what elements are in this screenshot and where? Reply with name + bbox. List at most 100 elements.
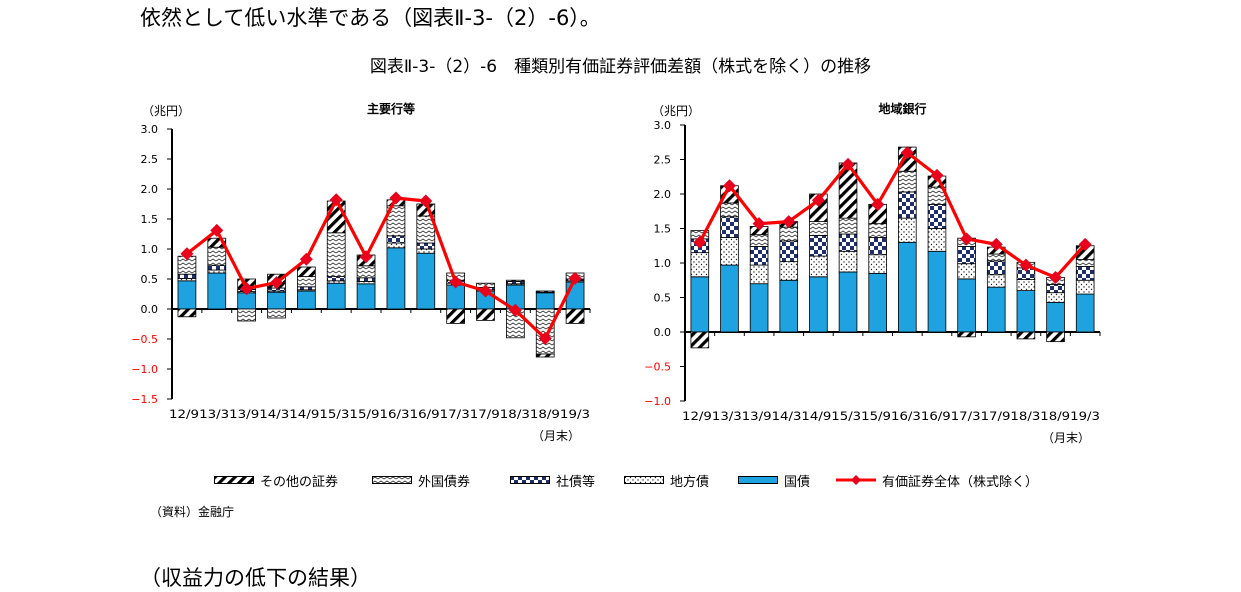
y-tick-label: 2.0 [141, 183, 159, 196]
figure-title: 図表Ⅱ-3-（2）-6 種類別有価証券評価差額（株式を除く）の推移 [369, 57, 872, 77]
bar-segment-local [690, 252, 710, 278]
bar-segment-jgb [177, 280, 197, 310]
line-total-marker [900, 146, 914, 160]
bar-segment-other [505, 279, 525, 282]
lead-text: 依然として低い水準である（図表Ⅱ-3-（2）-6）。 [140, 6, 601, 30]
legend-label-other: その他の証券 [260, 474, 339, 490]
bar-segment-corp [1075, 266, 1095, 281]
line-total-marker [538, 331, 552, 345]
bar-segment-corp [898, 191, 917, 219]
bar-segment-other [207, 237, 227, 248]
bar-segment-foreign [1075, 259, 1095, 267]
bar-segment-jgb [207, 272, 227, 310]
bar-segment-local [986, 274, 1006, 288]
bar-segment-corp [416, 242, 436, 250]
bar-segment-other [177, 308, 197, 318]
bar-segment-corp [838, 233, 858, 252]
y-axis-unit: （兆円） [652, 104, 700, 118]
bar-segment-foreign [749, 234, 769, 247]
legend-label-local: 地方債 [670, 474, 710, 490]
legend-swatch-local [624, 476, 664, 484]
legend-item-other: その他の証券 [214, 470, 338, 490]
legend-label-corp: 社債等 [556, 474, 596, 490]
bar-segment-foreign [986, 253, 1006, 262]
bar-segment-other [1046, 331, 1065, 343]
bar-segment-jgb [720, 264, 739, 333]
y-tick-label: −1.0 [131, 363, 158, 376]
line-total-marker [329, 193, 343, 207]
line-total-marker [841, 157, 855, 171]
bar-segment-local [868, 254, 887, 274]
bar-segment-foreign [267, 308, 286, 319]
line-total-marker [359, 250, 373, 264]
line-total-marker [722, 179, 736, 193]
line-total-marker [479, 284, 492, 298]
line-total-marker [419, 194, 433, 208]
line-total-marker [210, 223, 224, 237]
legend-item-local: 地方債 [624, 470, 709, 490]
chart-title: 主要行等 [367, 101, 415, 116]
legend-swatch-jgb [738, 476, 778, 484]
line-total-marker [1078, 237, 1092, 251]
bar-segment-corp [177, 273, 197, 279]
legend-item-total: 有価証券全体（株式除く） [836, 470, 1038, 490]
y-tick-label: 3.0 [141, 123, 159, 136]
y-axis-unit: （兆円） [142, 104, 190, 118]
bar-segment-jgb [535, 292, 555, 310]
bar-segment-other [446, 308, 465, 324]
bar-segment-corp [809, 234, 828, 257]
bar-segment-jgb [986, 286, 1006, 333]
line-total-marker [180, 247, 194, 261]
bar-segment-corp [779, 240, 799, 263]
bar-segment-local [416, 248, 436, 254]
line-total-marker [989, 237, 1003, 251]
bar-segment-jgb [326, 282, 346, 310]
bar-segment-other [1016, 331, 1036, 340]
bar-segment-jgb [237, 292, 257, 310]
y-tick-label: 0.0 [654, 326, 672, 339]
bar-segment-corp [1046, 283, 1065, 294]
y-tick-label: −0.5 [644, 361, 671, 374]
bar-segment-corp [356, 277, 376, 282]
bar-segment-local [838, 250, 858, 273]
bar-segment-foreign [720, 202, 739, 218]
bar-segment-corp [868, 237, 887, 256]
line-total-marker [693, 235, 707, 249]
legend-item-corp: 社債等 [510, 470, 595, 490]
chart-legend: その他の証券 外国債券 社債等 地方債 国債 有価証券全体（株式除く） [214, 470, 1054, 490]
bar-segment-foreign [779, 226, 799, 242]
x-axis-unit: （月末） [1042, 431, 1090, 445]
source-note: （資料）金融庁 [150, 505, 235, 519]
legend-label-foreign: 外国債券 [418, 474, 471, 490]
bar-segment-jgb [267, 291, 286, 310]
bar-segment-corp [986, 260, 1006, 276]
bar-segment-corp [326, 276, 346, 282]
bar-segment-jgb [296, 290, 316, 310]
y-tick-label: 3.0 [654, 119, 672, 132]
line-total-marker [811, 193, 825, 207]
bar-segment-other [957, 331, 976, 338]
line-total-marker [568, 271, 582, 285]
bar-segment-other [690, 331, 710, 349]
line-total-marker [960, 232, 974, 246]
bar-segment-foreign [237, 308, 257, 322]
bar-segment-jgb [356, 283, 376, 310]
bar-segment-foreign [898, 170, 917, 193]
bar-segment-jgb [927, 250, 947, 333]
bar-segment-corp [720, 216, 739, 238]
bar-segment-jgb [749, 283, 769, 333]
y-tick-label: 2.5 [654, 154, 672, 167]
y-tick-label: −1.5 [131, 393, 158, 406]
bar-segment-jgb [838, 271, 858, 333]
y-tick-label: 1.0 [654, 257, 672, 270]
bar-segment-local [1016, 279, 1036, 291]
bar-segment-foreign [838, 217, 858, 235]
bar-segment-jgb [957, 278, 976, 333]
bar-segment-jgb [565, 281, 585, 310]
y-tick-label: −0.5 [131, 333, 158, 346]
bar-segment-local [749, 264, 769, 285]
legend-swatch-foreign [372, 476, 412, 484]
bar-segment-local [809, 255, 828, 278]
bar-segment-foreign [326, 232, 346, 278]
bar-segment-other [296, 266, 316, 277]
